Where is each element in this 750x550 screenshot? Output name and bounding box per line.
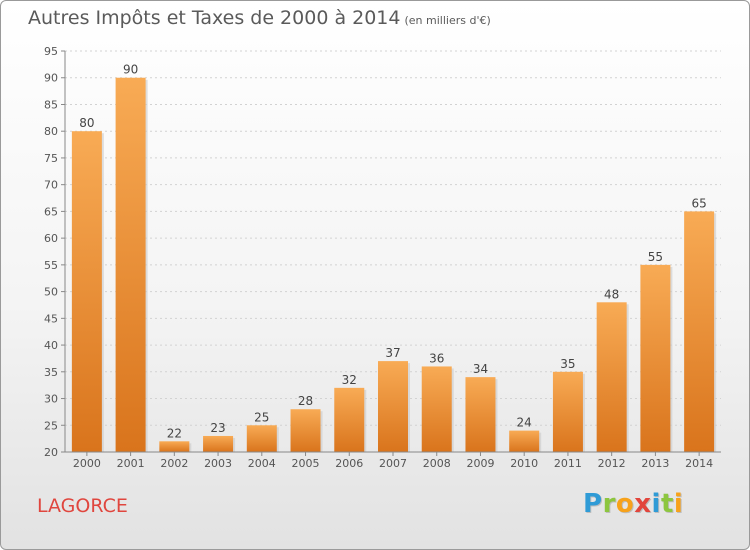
x-tick-label: 2008 [423, 457, 451, 470]
bar-value-label: 32 [342, 373, 357, 387]
y-tick-label: 20 [44, 446, 58, 459]
bar-value-label: 22 [167, 426, 182, 440]
bar [552, 371, 583, 452]
bar [378, 361, 408, 452]
y-tick-label: 35 [44, 366, 58, 379]
y-tick-label: 70 [44, 179, 58, 192]
y-tick-label: 25 [44, 419, 58, 432]
chart-title: Autres Impôts et Taxes de 2000 à 2014 (en… [28, 7, 491, 29]
y-axis-ticks: 20 25 30 35 40 45 50 55 60 65 70 75 80 85 90 95 [44, 45, 65, 459]
x-tick-label: 2002 [160, 457, 188, 470]
y-tick-label: 40 [44, 339, 58, 352]
y-tick-label: 90 [44, 72, 58, 85]
y-tick-label: 45 [44, 312, 58, 325]
logo-letter: x [634, 489, 652, 519]
bar-value-label: 25 [254, 410, 269, 424]
x-tick-label: 2009 [466, 457, 494, 470]
logo-letter: o [615, 489, 635, 519]
y-tick-label: 85 [44, 98, 58, 111]
bar [290, 409, 321, 452]
bar-value-label: 34 [473, 362, 488, 376]
x-tick-label: 2011 [554, 457, 582, 470]
bar [71, 131, 102, 452]
bar [115, 77, 146, 452]
bar [465, 377, 496, 452]
bar [684, 211, 715, 452]
bar [159, 441, 190, 452]
x-tick-label: 2000 [73, 457, 101, 470]
y-tick-label: 95 [44, 45, 58, 58]
bar-value-label: 36 [429, 351, 444, 365]
bar [334, 387, 365, 452]
chart-subtitle: (en milliers d'€) [404, 14, 491, 27]
y-tick-label: 30 [44, 393, 58, 406]
bar-value-label: 65 [691, 196, 706, 210]
bar-value-label: 24 [517, 416, 532, 430]
bar-value-label: 80 [79, 116, 94, 130]
y-tick-label: 50 [44, 286, 58, 299]
bar [596, 302, 627, 452]
x-tick-label: 2005 [292, 457, 320, 470]
x-tick-label: 2001 [117, 457, 145, 470]
bar [246, 425, 277, 452]
bar [509, 430, 540, 452]
logo-letter: t [660, 489, 674, 519]
x-tick-label: 2004 [248, 457, 276, 470]
x-tick-label: 2007 [379, 457, 407, 470]
x-tick-label: 2013 [641, 457, 669, 470]
bars [71, 77, 717, 452]
bar [640, 264, 671, 452]
bar-value-label: 28 [298, 394, 313, 408]
bar-value-label: 37 [385, 346, 400, 360]
data-labels: 80 90 22 23 25 28 32 37 36 34 24 35 48 55 65 [79, 63, 707, 441]
proxiti-logo: Proxiti [583, 489, 683, 519]
bar-value-label: 35 [560, 357, 575, 371]
x-tick-label: 2006 [335, 457, 363, 470]
x-tick-label: 2010 [510, 457, 538, 470]
x-tick-label: 2003 [204, 457, 232, 470]
town-name: LAGORCE [37, 495, 128, 517]
y-tick-label: 75 [44, 152, 58, 165]
x-tick-label: 2012 [598, 457, 626, 470]
x-tick-label: 2014 [685, 457, 713, 470]
y-tick-label: 60 [44, 232, 58, 245]
bar [203, 435, 234, 452]
y-tick-label: 80 [44, 125, 58, 138]
y-tick-label: 55 [44, 259, 58, 272]
bar [421, 366, 452, 452]
logo-letter: r [602, 489, 616, 519]
bar-value-label: 55 [648, 250, 663, 264]
x-axis-ticks: 2000 2001 2002 2003 2004 2005 2006 2007 2008 2009… [73, 452, 713, 470]
bar-value-label: 48 [604, 287, 619, 301]
y-tick-label: 65 [44, 205, 58, 218]
logo-letter: i [651, 489, 661, 519]
bar-value-label: 23 [210, 421, 225, 435]
chart-title-text: Autres Impôts et Taxes de 2000 à 2014 [28, 7, 401, 29]
logo-letter: i [673, 489, 684, 519]
bar-value-label: 90 [123, 63, 138, 77]
logo-letter: P [583, 489, 603, 519]
